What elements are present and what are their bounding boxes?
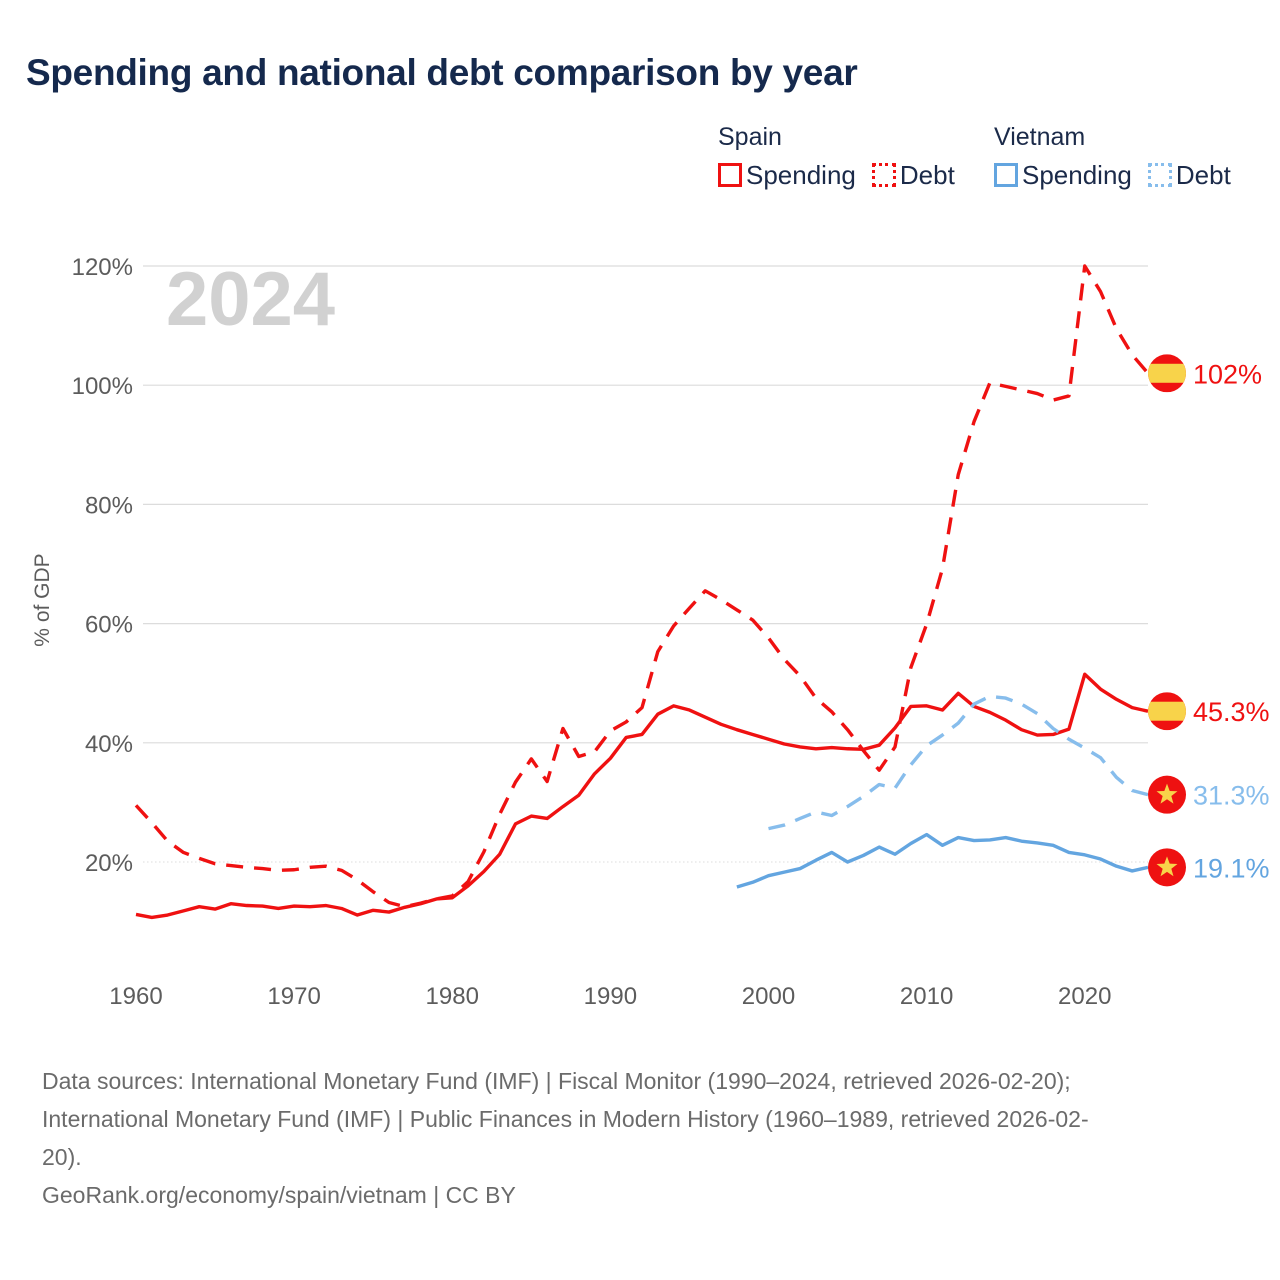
legend-item-vietnam-debt[interactable]: Debt bbox=[1147, 160, 1231, 190]
legend-group-vietnam: Vietnam Spending Debt bbox=[994, 122, 1254, 189]
chart-legend: Spain Spending Debt Vietnam Spending bbox=[718, 122, 1254, 189]
end-label-vietnam-spending: 19.1% bbox=[1193, 853, 1270, 883]
end-marker-vietnam-spending[interactable] bbox=[1148, 848, 1186, 887]
y-axis-tick-labels: 20% 40% 60% 80% 100% 120% bbox=[72, 254, 133, 877]
legend-item-spain-debt[interactable]: Debt bbox=[871, 160, 955, 190]
legend-group-spain: Spain Spending Debt bbox=[718, 122, 994, 189]
legend-label-vietnam-spending: Spending bbox=[1022, 160, 1132, 190]
x-tick-2010: 2010 bbox=[900, 983, 953, 1010]
series-line-vietnam-spending[interactable] bbox=[736, 832, 1149, 889]
legend-country-spain: Spain bbox=[718, 123, 782, 151]
legend-item-spain-spending[interactable]: Spending bbox=[718, 161, 856, 189]
end-marker-spain-debt[interactable] bbox=[1148, 354, 1186, 393]
footer-line-1: Data sources: International Monetary Fun… bbox=[42, 1068, 1071, 1094]
footer-sources: Data sources: International Monetary Fun… bbox=[42, 1062, 1242, 1214]
x-axis-tick-labels: 1960 1970 1980 1990 2000 2010 2020 bbox=[109, 983, 1111, 1010]
line-chart-svg: 20% 40% 60% 80% 100% 120% 1960 1970 1980 1990 200… bbox=[31, 254, 1270, 1010]
watermark-year: 2024 bbox=[166, 257, 335, 342]
footer-source-link[interactable]: GeoRank.org/economy/spain/vietnam | CC B… bbox=[42, 1182, 516, 1208]
legend-item-vietnam-spending[interactable]: Spending bbox=[994, 161, 1132, 189]
y-tick-60: 60% bbox=[85, 612, 133, 639]
end-label-spain-spending: 45.3% bbox=[1193, 697, 1270, 727]
y-axis-title: % of GDP bbox=[31, 553, 54, 646]
end-marker-spain-spending[interactable] bbox=[1148, 692, 1186, 731]
legend-country-vietnam: Vietnam bbox=[994, 123, 1086, 151]
footer-line-2: International Monetary Fund (IMF) | Publ… bbox=[42, 1106, 1089, 1132]
y-tick-100: 100% bbox=[72, 373, 133, 400]
y-tick-80: 80% bbox=[85, 492, 133, 519]
legend-swatch-spain-spending-icon bbox=[718, 163, 742, 187]
legend-label-vietnam-debt: Debt bbox=[1175, 160, 1231, 190]
x-tick-1980: 1980 bbox=[426, 983, 479, 1010]
x-tick-2000: 2000 bbox=[742, 983, 795, 1010]
end-markers-group: 45.3% 102% 19.1% 31.3% bbox=[1148, 354, 1270, 887]
legend-swatch-vietnam-spending-icon bbox=[994, 163, 1018, 187]
legend-label-spain-debt: Debt bbox=[899, 160, 955, 190]
legend-label-spain-spending: Spending bbox=[746, 160, 856, 190]
x-tick-1970: 1970 bbox=[267, 983, 320, 1010]
x-tick-1960: 1960 bbox=[109, 983, 162, 1010]
end-marker-vietnam-debt[interactable] bbox=[1148, 775, 1186, 814]
legend-swatch-vietnam-debt-icon bbox=[1147, 163, 1172, 187]
series-line-spain-spending[interactable] bbox=[135, 672, 1149, 920]
end-label-vietnam-debt: 31.3% bbox=[1193, 781, 1270, 811]
chart-plot-area: 20% 40% 60% 80% 100% 120% 1960 1970 1980 1990 200… bbox=[31, 254, 1270, 1010]
y-tick-40: 40% bbox=[85, 731, 133, 758]
y-tick-20: 20% bbox=[85, 850, 133, 877]
page-title: Spending and national debt comparison by… bbox=[26, 52, 858, 93]
footer-line-3: 20). bbox=[42, 1144, 82, 1170]
y-tick-120: 120% bbox=[72, 254, 133, 281]
series-line-spain-debt[interactable] bbox=[134, 264, 1150, 909]
gridlines-group bbox=[143, 265, 1148, 863]
x-tick-1990: 1990 bbox=[584, 983, 637, 1010]
series-line-vietnam-debt[interactable] bbox=[768, 694, 1149, 831]
x-tick-2020: 2020 bbox=[1058, 983, 1111, 1010]
end-label-spain-debt: 102% bbox=[1193, 359, 1262, 389]
data-series-group bbox=[134, 264, 1150, 920]
legend-swatch-spain-debt-icon bbox=[871, 163, 896, 187]
